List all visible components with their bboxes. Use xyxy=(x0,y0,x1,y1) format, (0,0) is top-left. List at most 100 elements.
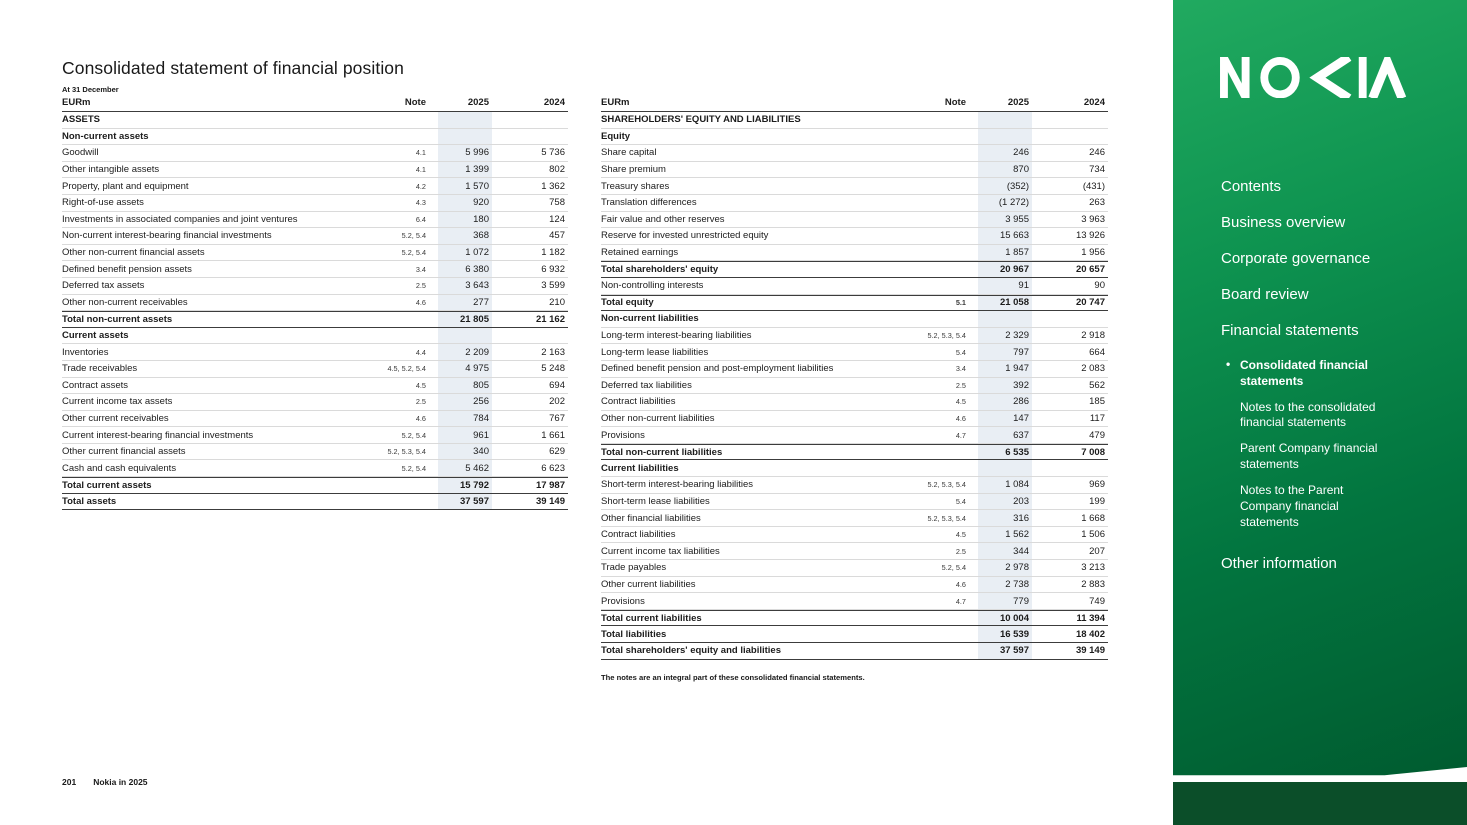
table-row: Provisions 4.7 637 479 xyxy=(601,427,1108,444)
row-label: Long-term lease liabilities xyxy=(601,346,709,358)
row-note: 3.4 xyxy=(415,264,426,274)
row-label: Defined benefit pension and post-employm… xyxy=(601,363,834,375)
row-value-2025 xyxy=(978,460,1032,477)
row-value-2025: 316 xyxy=(978,510,1032,526)
row-note: 5.2, 5.3, 5.4 xyxy=(927,480,966,490)
row-value-2025: 1 072 xyxy=(438,244,492,261)
row-label: Contract liabilities xyxy=(601,396,676,408)
table-row: Current income tax liabilities 2.5 344 2… xyxy=(601,543,1108,561)
row-note: 4.5, 5.2, 5.4 xyxy=(387,364,426,374)
row-label: Trade payables xyxy=(601,562,667,574)
row-note: 5.2, 5.3, 5.4 xyxy=(927,513,966,523)
table-row: Other non-current receivables 4.6 277 21… xyxy=(62,294,568,312)
row-value-2025: 920 xyxy=(438,194,492,211)
row-value-2024: 263 xyxy=(1089,197,1105,209)
sidebar-nav-item[interactable]: Financial statements xyxy=(1221,322,1413,340)
row-value-2025: 20 967 xyxy=(978,262,1032,277)
table-row: Long-term lease liabilities 5.4 797 664 xyxy=(601,344,1108,361)
row-label: Treasury shares xyxy=(601,180,670,192)
row-note: 4.7 xyxy=(955,430,966,440)
row-value-2024: 202 xyxy=(549,396,565,408)
row-value-2025: 21 805 xyxy=(438,312,492,327)
table-row: Goodwill 4.1 5 996 5 736 xyxy=(62,145,568,162)
row-value-2025: 286 xyxy=(978,394,1032,410)
row-label: Fair value and other reserves xyxy=(601,213,725,225)
row-value-2024: 2 883 xyxy=(1081,578,1105,590)
row-value-2024: 969 xyxy=(1089,479,1105,491)
row-label: SHAREHOLDERS' EQUITY AND LIABILITIES xyxy=(601,114,801,126)
sidebar-nav-item[interactable]: Corporate governance xyxy=(1221,250,1413,268)
row-note: 2.5 xyxy=(955,546,966,556)
row-value-2024: 562 xyxy=(1089,379,1105,391)
row-label: Other non-current liabilities xyxy=(601,412,715,424)
row-note: 5.2, 5.4 xyxy=(401,248,426,258)
table-row: Other intangible assets 4.1 1 399 802 xyxy=(62,161,568,179)
row-value-2024: 1 506 xyxy=(1081,529,1105,541)
row-value-2024: 1 182 xyxy=(541,247,565,259)
sidebar-nav-item[interactable]: Other information xyxy=(1221,555,1413,573)
row-value-2025: 961 xyxy=(438,427,492,443)
row-label: Other current liabilities xyxy=(601,578,696,590)
sidebar-nav-item[interactable]: Board review xyxy=(1221,286,1413,304)
sidebar-nav-item[interactable]: Consolidated financial statements xyxy=(1221,357,1389,390)
row-value-2025: (352) xyxy=(978,178,1032,194)
row-value-2024: 5 248 xyxy=(541,363,565,375)
row-value-2025: 1 399 xyxy=(438,161,492,178)
row-value-2025: 37 597 xyxy=(978,643,1032,659)
row-value-2024: 246 xyxy=(1089,147,1105,159)
row-value-2024: 20 747 xyxy=(1075,297,1105,309)
nav-item-label: Other information xyxy=(1221,555,1337,573)
row-label: Total shareholders' equity and liabiliti… xyxy=(601,645,781,657)
row-value-2024: 39 149 xyxy=(1075,645,1105,657)
sidebar-nav-item[interactable]: Contents xyxy=(1221,178,1413,196)
table-row: Other current liabilities 4.6 2 738 2 88… xyxy=(601,576,1108,594)
row-label: Equity xyxy=(601,130,631,142)
equity-liabilities-table: EURm Note 2025 2024 SHAREHOLDERS' EQUITY… xyxy=(601,96,1108,660)
row-value-2024: 124 xyxy=(549,213,565,225)
row-label: Other financial liabilities xyxy=(601,512,701,524)
table-row: Translation differences (1 272) 263 xyxy=(601,194,1108,212)
row-label: Cash and cash equivalents xyxy=(62,462,177,474)
table-row: Non-controlling interests 91 90 xyxy=(601,277,1108,295)
row-label: Share capital xyxy=(601,147,657,159)
table-row: Contract assets 4.5 805 694 xyxy=(62,377,568,395)
table-row: Inventories 4.4 2 209 2 163 xyxy=(62,344,568,361)
row-value-2025 xyxy=(978,128,1032,145)
row-value-2024: 629 xyxy=(549,446,565,458)
table-row: Cash and cash equivalents 5.2, 5.4 5 462… xyxy=(62,460,568,478)
table-row: Total current liabilities 10 004 11 394 xyxy=(601,609,1108,627)
sidebar-nav-item[interactable]: Notes to the consolidated financial stat… xyxy=(1221,400,1389,432)
nav-item-label: Consolidated financial statements xyxy=(1240,358,1369,388)
row-note: 4.4 xyxy=(415,347,426,357)
row-label: Investments in associated companies and … xyxy=(62,213,298,225)
table-row: Defined benefit pension assets 3.4 6 380… xyxy=(62,261,568,278)
row-value-2025: 21 058 xyxy=(978,295,1032,311)
sidebar-nav-item[interactable]: Business overview xyxy=(1221,214,1413,232)
row-label: Goodwill xyxy=(62,147,99,159)
row-value-2025: 637 xyxy=(978,427,1032,443)
row-value-2024: 664 xyxy=(1089,346,1105,358)
row-label: Long-term interest-bearing liabilities xyxy=(601,330,752,342)
table-row: Non-current interest-bearing financial i… xyxy=(62,228,568,245)
nokia-logo-icon xyxy=(1220,57,1407,99)
row-note: 5.2, 5.4 xyxy=(401,430,426,440)
header-2025: 2025 xyxy=(467,97,489,108)
table-row: Deferred tax liabilities 2.5 392 562 xyxy=(601,377,1108,395)
row-value-2024: 117 xyxy=(1089,412,1105,424)
row-value-2024: 1 362 xyxy=(541,180,565,192)
row-label: Trade receivables xyxy=(62,363,138,375)
sidebar-nav-item[interactable]: Notes to the Parent Company financial st… xyxy=(1221,483,1389,530)
sidebar-nav-item[interactable]: Parent Company financial statements xyxy=(1221,441,1389,473)
table-row: Non-current liabilities xyxy=(601,311,1108,328)
row-label: Other non-current financial assets xyxy=(62,247,205,259)
row-note: 4.6 xyxy=(415,297,426,307)
row-label: Contract assets xyxy=(62,379,128,391)
table-row: Current interest-bearing financial inves… xyxy=(62,427,568,444)
row-note: 4.6 xyxy=(955,413,966,423)
row-value-2025: 256 xyxy=(438,394,492,410)
table-row: Provisions 4.7 779 749 xyxy=(601,593,1108,610)
row-label: Total equity xyxy=(601,297,654,309)
table-row: Total equity 5.1 21 058 20 747 xyxy=(601,294,1108,312)
table-row: Other non-current liabilities 4.6 147 11… xyxy=(601,410,1108,428)
row-value-2024: 207 xyxy=(1089,545,1105,557)
